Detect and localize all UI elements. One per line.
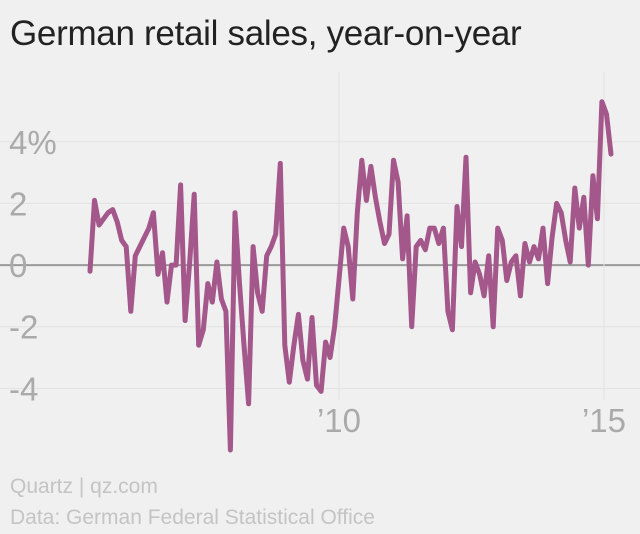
y-tick-label: 4% <box>9 124 57 161</box>
chart-title: German retail sales, year-on-year <box>10 14 522 53</box>
series-layer <box>87 99 614 453</box>
credit-text: Quartz | qz.com <box>10 475 158 498</box>
series-line <box>87 99 614 453</box>
y-tick-label: 2 <box>9 185 27 222</box>
x-tick-label: ’10 <box>317 402 361 439</box>
source-text: Data: German Federal Statistical Office <box>10 506 375 529</box>
y-axis-tick-labels: 4% 2 0 -2 -4 <box>9 124 57 408</box>
y-tick-label: -4 <box>9 370 38 407</box>
gridlines <box>0 72 640 400</box>
y-tick-label: -2 <box>9 309 38 346</box>
y-tick-label: 0 <box>9 247 27 284</box>
x-tick-label: ’15 <box>582 402 626 439</box>
x-axis-tick-labels: ’10 ’15 <box>317 402 626 439</box>
